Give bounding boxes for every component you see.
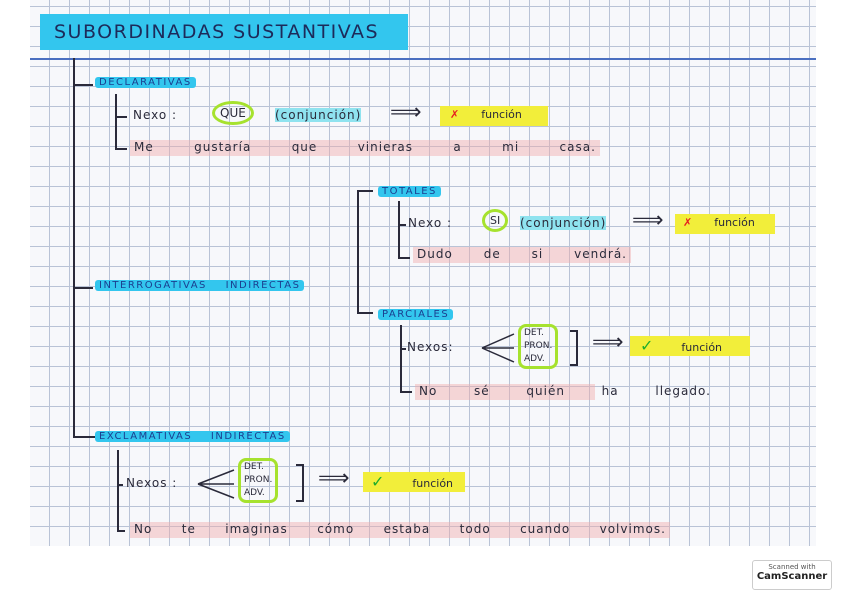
example-exclamativas: No te imaginas cómo estaba todo cuando volvimos… <box>130 522 670 538</box>
branch <box>398 201 400 259</box>
branch <box>117 450 119 532</box>
word: que <box>291 140 318 154</box>
word: cómo <box>317 522 355 536</box>
camscanner-badge: Scanned with CamScanner <box>752 560 832 590</box>
branch <box>115 148 127 150</box>
section-exclamativas: EXCLAMATIVAS INDIRECTAS <box>95 431 290 442</box>
nexo-type: (conjunción) <box>275 108 362 122</box>
function-label: función <box>714 216 755 229</box>
bracket <box>357 312 373 314</box>
word: gustaría <box>194 140 252 154</box>
nexos-label: Nexos : <box>126 476 178 490</box>
branch <box>400 325 402 393</box>
badge-logo-text: CamScanner <box>756 571 828 582</box>
word: todo <box>459 522 491 536</box>
word: ha <box>601 384 619 398</box>
word: vinieras <box>357 140 413 154</box>
word: quién <box>526 384 565 398</box>
subsection-totales: TOTALES <box>378 186 441 197</box>
function-label: función <box>681 341 723 354</box>
subsection-parciales: PARCIALES <box>378 309 454 320</box>
branch <box>398 224 406 226</box>
nexo-item: PRON. <box>524 341 553 351</box>
bracket <box>296 464 304 502</box>
word: estaba <box>383 522 431 536</box>
main-tree-line <box>73 58 75 438</box>
function-box: ✓ función <box>363 472 465 492</box>
branch <box>400 391 412 393</box>
fork-icon <box>481 333 515 363</box>
branch <box>117 484 123 486</box>
cross-icon: ✗ <box>450 108 460 121</box>
check-icon: ✓ <box>640 336 654 355</box>
example-parciales: No sé quién ha llegado. <box>415 384 715 400</box>
nexos-label: Nexos: <box>407 340 454 354</box>
nexo-item: DET. <box>244 462 264 472</box>
word: casa. <box>559 140 596 154</box>
word: llegado. <box>655 384 711 398</box>
example-totales: Dudo de si vendrá. <box>413 247 631 263</box>
branch <box>73 84 93 86</box>
nexo-item: ADV. <box>244 488 265 498</box>
grid-paper <box>30 0 816 546</box>
branch <box>400 348 406 350</box>
nexo-que: QUE <box>212 101 254 125</box>
bracket <box>357 190 359 314</box>
word: Dudo <box>417 247 453 261</box>
branch <box>115 94 117 149</box>
example-declarativas: Me gustaría que vinieras a mi casa. <box>130 140 600 156</box>
nexos-list: DET. PRON. ADV. <box>238 458 279 503</box>
nexo-type-text: (conjunción) <box>275 108 362 122</box>
header-line <box>30 58 816 60</box>
word: de <box>483 247 501 261</box>
function-box: ✗ función <box>675 214 775 234</box>
bracket <box>357 190 373 192</box>
branch <box>73 436 95 438</box>
function-box: ✗ función <box>440 106 548 126</box>
nexo-label: Nexo : <box>133 108 178 122</box>
nexo-type-text: (conjunción) <box>520 216 607 230</box>
arrow-icon: ⟹ <box>632 208 664 233</box>
word: si <box>531 247 544 261</box>
word: No <box>419 384 438 398</box>
word: imaginas <box>225 522 288 536</box>
nexo-si: SI <box>482 209 509 232</box>
word: mi <box>502 140 520 154</box>
section-declarativas: DECLARATIVAS <box>95 77 196 88</box>
branch <box>398 257 410 259</box>
word: sé <box>474 384 490 398</box>
word: Me <box>134 140 154 154</box>
badge-caption: Scanned with <box>768 563 816 571</box>
arrow-icon: ⟹ <box>318 466 350 491</box>
function-box: ✓ función <box>630 336 750 356</box>
branch <box>73 287 93 289</box>
nexo-item: ADV. <box>524 354 545 364</box>
function-label: función <box>481 108 522 121</box>
nexos-list: DET. PRON. ADV. <box>518 324 559 369</box>
check-icon: ✓ <box>371 472 385 491</box>
word: No <box>134 522 153 536</box>
arrow-icon: ⟹ <box>592 330 624 355</box>
word: a <box>453 140 462 154</box>
word: volvimos. <box>599 522 666 536</box>
branch <box>117 530 125 532</box>
word: vendrá. <box>574 247 627 261</box>
cross-icon: ✗ <box>683 216 693 229</box>
nexo-type: (conjunción) <box>520 216 607 230</box>
nexo-item: DET. <box>524 328 544 338</box>
function-label: función <box>412 477 454 490</box>
branch <box>115 116 127 118</box>
nexo-label: Nexo : <box>408 216 453 230</box>
nexo-item: PRON. <box>244 475 273 485</box>
word: te <box>181 522 196 536</box>
word: cuando <box>520 522 571 536</box>
bracket <box>570 330 578 366</box>
fork-icon <box>197 469 235 499</box>
arrow-icon: ⟹ <box>390 100 422 125</box>
section-interrogativas: INTERROGATIVAS INDIRECTAS <box>95 280 305 291</box>
page-title: SUBORDINADAS SUSTANTIVAS <box>40 14 408 50</box>
